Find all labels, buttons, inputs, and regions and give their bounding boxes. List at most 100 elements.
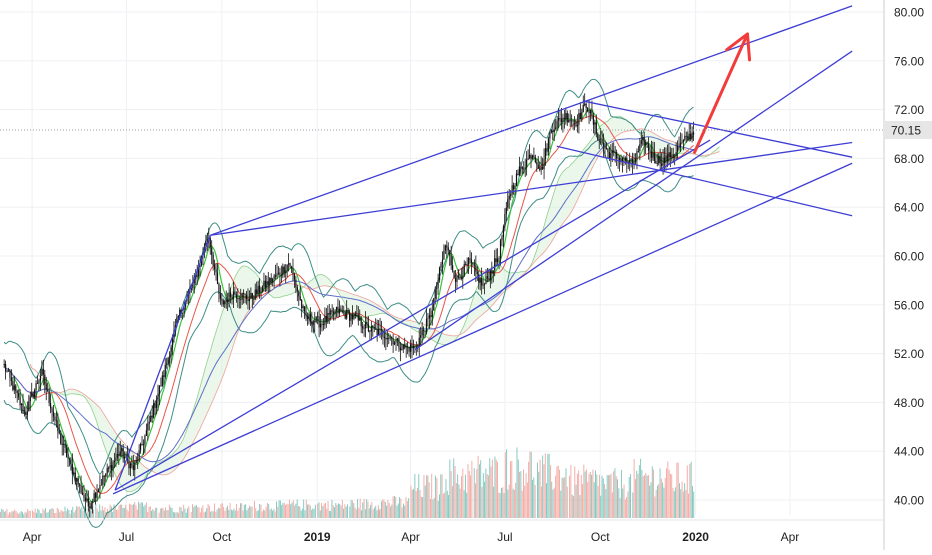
candle-body [690,133,692,140]
trendline[interactable] [112,162,853,495]
time-axis[interactable]: Apr Jul Oct 2019 Apr Jul Oct 2020 Apr [0,519,884,544]
price-axis[interactable]: 40.00 44.00 48.00 52.00 56.00 60.00 64.00 68.00… [883,0,924,550]
volume-bar [114,505,116,518]
volume-bar [93,509,94,518]
volume-bar [319,510,321,518]
candle-body [536,162,538,165]
volume-bar [67,508,69,518]
projection-arrow[interactable] [693,32,752,154]
volume-bar [504,452,506,518]
volume-bar [561,477,563,518]
trendline[interactable] [556,145,853,217]
candle-body [453,270,455,279]
volume-bar [669,473,671,518]
volume-bar [667,461,669,518]
volume-bar [180,507,182,518]
candle-body [34,389,36,398]
volume-bar [187,508,189,518]
x-tick-label: Apr [781,530,800,544]
candle-body [504,214,506,227]
volume-bar [476,469,478,518]
candle-body [324,315,326,326]
candle-body [277,272,280,274]
volume-bar [510,461,511,518]
candle-body [386,337,388,340]
projection-arrow-head[interactable] [725,32,752,62]
candle-body [108,467,110,469]
volume-bar [162,507,164,518]
volume-bar [677,462,679,518]
candle-body [254,289,256,300]
candle-body [633,162,635,165]
trendline[interactable] [414,50,853,351]
trendline[interactable] [114,235,212,491]
volume-bar [265,506,267,518]
volume-bar [371,502,373,518]
trendline[interactable] [583,100,853,158]
trendline[interactable] [114,139,711,491]
trendlines[interactable] [112,5,853,495]
volume-bar [528,461,530,518]
trendline[interactable] [210,141,853,236]
volume-bar [562,478,564,518]
volume-bar [688,493,690,518]
candle-body [36,383,39,385]
volume-bar [332,505,334,518]
candle-body [431,310,433,317]
candle-body [42,368,44,375]
volume-bar [96,508,98,518]
candle-body [23,412,26,414]
candle-body [347,309,349,313]
volume-bar [290,504,292,518]
volume-bar [10,512,12,518]
trendline[interactable] [210,5,853,236]
volume-bar [206,508,208,518]
candle-body [282,266,284,276]
volume-bar [593,482,595,518]
candle-body [180,309,182,313]
volume-bar [426,475,427,518]
candle-body [684,135,686,141]
candle-body [232,291,235,300]
volume-bar [428,482,430,518]
volume-bar [161,508,163,518]
volume-bar [478,464,480,518]
volume-bar [673,491,675,518]
volume-bar [583,464,585,518]
candle-body [333,311,335,314]
volume-bar [246,510,248,518]
candle-body [398,338,400,348]
candle-body [518,166,520,175]
candle-body [617,157,619,159]
volume-bar [23,514,25,518]
volume-bar [370,504,372,518]
candle-body [433,298,435,311]
candle-body [116,453,118,458]
candle-body [167,357,169,364]
volume-bar [25,512,27,518]
volume-bar [404,505,406,518]
volume-bar [232,510,234,518]
candle-body [57,420,59,432]
candle-body [199,265,201,267]
volume-bar [376,510,378,518]
candle-body [118,453,120,456]
volume-bar [341,499,343,518]
volume-bar [158,512,160,518]
candle-body [161,375,163,387]
projection-arrow-shaft[interactable] [693,32,749,154]
candlesticks [3,93,695,518]
volume-bar [323,503,325,518]
candle-body [269,277,271,285]
candle-body [553,129,555,133]
volume-bar [59,512,61,518]
volume-bar [415,491,417,518]
volume-bar [337,503,339,518]
candle-body [542,166,544,169]
candle-body [150,415,152,422]
candle-body [318,316,320,328]
volume-bar [530,451,532,518]
candle-body [305,311,307,317]
